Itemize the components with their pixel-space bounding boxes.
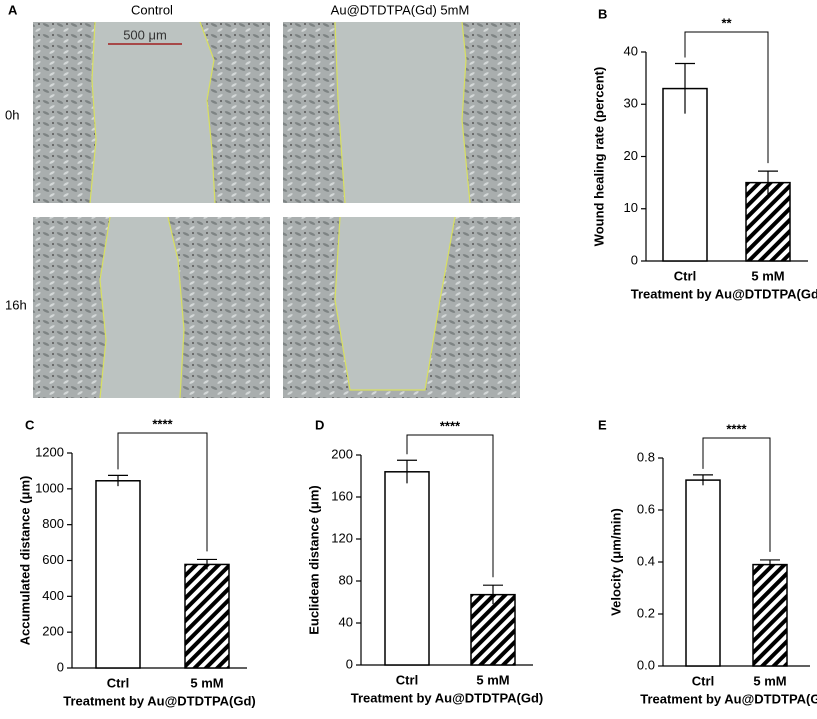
y-tick-label: 1000 — [35, 480, 64, 495]
significance-bracket — [406, 434, 494, 578]
y-tick-label: 800 — [42, 516, 64, 531]
x-axis-label: Treatment by Au@DTDTPA(Gd) — [640, 691, 817, 706]
y-tick-label: 120 — [331, 530, 353, 545]
x-tick-label: Ctrl — [692, 673, 714, 688]
y-tick-label: 200 — [42, 624, 64, 639]
x-tick-label: 5 mM — [476, 672, 509, 687]
x-tick-label: Ctrl — [107, 675, 129, 690]
bar — [685, 479, 721, 667]
bar — [745, 181, 791, 262]
bar — [662, 87, 708, 262]
y-tick-label: 400 — [42, 588, 64, 603]
scale-bar-label: 500 μm — [123, 27, 167, 42]
y-tick-label: 0 — [631, 252, 638, 267]
y-tick-label: 160 — [331, 488, 353, 503]
y-tick-label: 20 — [624, 148, 638, 163]
x-axis-label: Treatment by Au@DTDTPA(Gd) — [631, 286, 817, 301]
bar — [184, 563, 230, 669]
significance-bracket — [684, 31, 769, 164]
y-tick-label: 0.8 — [637, 449, 655, 464]
column-label: Au@DTDTPA(Gd) 5mM — [331, 2, 470, 17]
x-tick-label: 5 mM — [190, 675, 223, 690]
bar — [95, 480, 141, 669]
panel-label: D — [315, 417, 324, 432]
row-label: 16h — [5, 297, 27, 312]
x-tick-label: Ctrl — [674, 268, 696, 283]
y-tick-label: 40 — [339, 614, 353, 629]
y-tick-label: 40 — [624, 43, 638, 58]
bar — [470, 593, 516, 666]
column-label: Control — [131, 2, 173, 17]
y-tick-label: 0 — [346, 656, 353, 671]
micrograph: 500 μm — [33, 21, 270, 204]
significance-label: **** — [726, 421, 747, 436]
y-axis-label: Wound healing rate (percent) — [591, 67, 606, 247]
y-tick-label: 0.6 — [637, 501, 655, 516]
y-tick-label: 30 — [624, 96, 638, 111]
significance-label: ** — [721, 15, 732, 30]
panel-label: E — [598, 417, 607, 432]
panel-label: A — [8, 2, 18, 17]
panel-label: C — [25, 417, 35, 432]
y-tick-label: 600 — [42, 552, 64, 567]
panel-label: B — [598, 6, 607, 21]
bar — [752, 563, 788, 667]
x-axis-label: Treatment by Au@DTDTPA(Gd) — [63, 693, 256, 708]
y-tick-label: 80 — [339, 572, 353, 587]
y-tick-label: 1200 — [35, 444, 64, 459]
y-axis-label: Accumulated distance (μm) — [17, 476, 32, 646]
micrograph — [33, 216, 270, 399]
micrograph — [283, 21, 520, 204]
x-tick-label: 5 mM — [753, 673, 786, 688]
micrograph — [283, 216, 520, 398]
x-tick-label: 5 mM — [751, 268, 784, 283]
y-tick-label: 10 — [624, 200, 638, 215]
y-tick-label: 0.2 — [637, 605, 655, 620]
y-tick-label: 0 — [57, 659, 64, 674]
significance-label: **** — [440, 418, 461, 433]
row-label: 0h — [5, 107, 19, 122]
significance-bracket — [702, 437, 771, 552]
y-axis-label: Velocity (μm/min) — [608, 508, 623, 616]
y-axis-label: Euclidean distance (μm) — [306, 485, 321, 635]
significance-label: **** — [152, 416, 173, 431]
y-tick-label: 0.4 — [637, 553, 655, 568]
significance-bracket — [117, 432, 208, 552]
y-tick-label: 200 — [331, 446, 353, 461]
y-tick-label: 0.0 — [637, 657, 655, 672]
x-tick-label: Ctrl — [396, 672, 418, 687]
x-axis-label: Treatment by Au@DTDTPA(Gd) — [351, 690, 544, 705]
bar — [384, 471, 430, 666]
